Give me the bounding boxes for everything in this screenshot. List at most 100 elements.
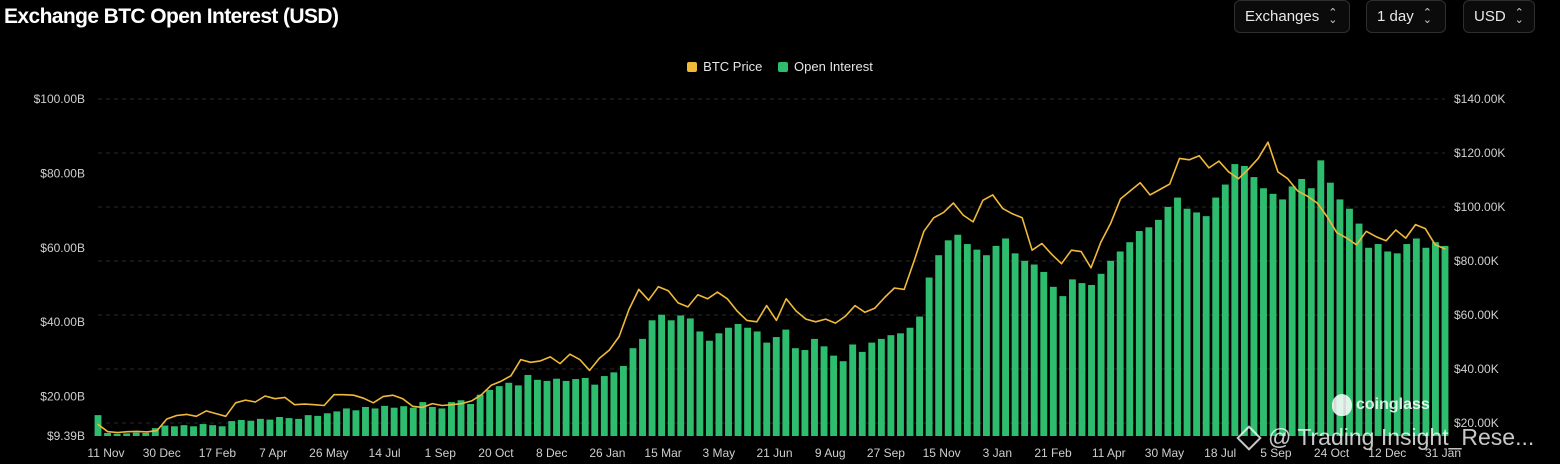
oi-bar <box>1193 212 1201 436</box>
currency-select[interactable]: USD ⌃ ⌄ <box>1463 0 1535 33</box>
x-axis: 11 Nov 30 Dec 17 Feb 7 Apr 26 May 14 Jul 1 Sep… <box>87 446 1461 460</box>
btc-price-point <box>480 394 483 396</box>
oi-bar <box>1183 208 1191 436</box>
oi-bar <box>839 361 847 436</box>
oi-bar <box>151 428 159 436</box>
oi-bar <box>113 433 121 436</box>
btc-price-point <box>1306 195 1308 197</box>
btc-price-point <box>313 404 315 406</box>
btc-price-point <box>657 286 660 288</box>
oi-bar <box>801 350 809 436</box>
oi-bar <box>553 378 560 436</box>
btc-price-point <box>1355 244 1358 246</box>
interval-select[interactable]: 1 day ⌃ ⌄ <box>1366 0 1446 33</box>
btc-price-point <box>1178 157 1181 160</box>
oi-bar <box>963 244 971 436</box>
btc-price-point <box>1257 157 1259 160</box>
coinglass-watermark: coinglass <box>1332 394 1430 416</box>
oi-bar <box>992 245 1000 436</box>
oi-bar <box>1298 178 1306 437</box>
btc-price-point <box>343 394 345 396</box>
btc-price-point <box>156 429 158 432</box>
btc-price-point <box>1149 194 1151 196</box>
oi-bar <box>935 255 943 436</box>
x-axis-tick-label: 8 Dec <box>536 446 567 460</box>
btc-price-point <box>1277 171 1279 173</box>
oi-bar <box>705 340 713 436</box>
oi-bar <box>132 432 140 436</box>
oi-bar <box>1231 164 1239 436</box>
btc-price-point <box>146 431 148 433</box>
right-axis-tick-label: $100.00K <box>1454 200 1505 214</box>
oi-bar <box>696 331 704 436</box>
btc-price-point <box>1070 249 1072 251</box>
btc-price-point <box>126 431 129 433</box>
exchanges-select[interactable]: Exchanges ⌃ ⌄ <box>1234 0 1350 33</box>
oi-bar <box>514 385 522 436</box>
btc-price-point <box>1080 250 1082 253</box>
diamond-icon <box>1236 424 1262 451</box>
btc-price-point <box>1395 229 1397 231</box>
oi-bar <box>1040 271 1048 436</box>
overlay-watermark: @ Trading Insight_Rese... <box>1236 424 1535 451</box>
oi-bar <box>1221 184 1229 436</box>
oi-bar <box>1145 227 1153 436</box>
oi-bar <box>237 419 245 436</box>
oi-bar <box>180 425 188 436</box>
x-axis-tick-label: 31 Jan <box>1425 446 1461 460</box>
btc-price-point <box>441 404 443 407</box>
oi-bar <box>1441 245 1449 436</box>
oi-bar <box>1202 216 1210 436</box>
legend-item-btc-price[interactable]: BTC Price <box>687 59 762 74</box>
oi-bar <box>1279 199 1287 436</box>
chevron-updown-icon: ⌃ ⌄ <box>1514 6 1524 26</box>
btc-price-point <box>933 217 935 219</box>
x-axis-tick-label: 17 Feb <box>199 446 237 460</box>
oi-bar <box>1212 197 1220 436</box>
oi-bar <box>591 384 599 436</box>
btc-price-point <box>1316 202 1318 204</box>
oi-bar <box>1250 177 1258 437</box>
legend-item-open-interest[interactable]: Open Interest <box>778 59 873 74</box>
oi-bar <box>1288 186 1296 436</box>
btc-price-point <box>372 402 374 404</box>
btc-price-point <box>903 288 905 290</box>
oi-bar <box>505 382 513 436</box>
btc-price-point <box>628 309 630 311</box>
oi-bar <box>1403 244 1411 436</box>
oi-bar <box>1126 242 1134 436</box>
x-axis-tick-label: 3 Jan <box>983 446 1012 460</box>
left-axis-tick-label: $100.00B <box>34 92 85 106</box>
oi-bar <box>419 402 427 436</box>
btc-price-point <box>117 431 119 434</box>
oi-bar <box>581 377 589 436</box>
btc-price-point <box>1218 160 1220 162</box>
btc-price-point <box>1208 167 1210 169</box>
oi-bar <box>868 342 876 436</box>
oi-bar <box>667 320 675 436</box>
btc-price-point <box>1060 263 1063 265</box>
right-axis-tick-label: $20.00K <box>1454 416 1499 430</box>
btc-price-point <box>559 363 561 365</box>
btc-price-point <box>1119 198 1122 200</box>
right-axis-tick-label: $120.00K <box>1454 146 1505 160</box>
overlay-watermark-text: @ Trading Insight_Rese... <box>1268 424 1535 450</box>
btc-price-point <box>1296 190 1299 192</box>
oi-bar <box>1068 279 1076 436</box>
btc-price-point <box>716 291 719 293</box>
oi-bar <box>1116 251 1124 436</box>
btc-price-point <box>746 319 748 322</box>
oi-bar <box>916 316 924 436</box>
btc-price-point <box>1001 207 1004 209</box>
oi-bar <box>295 418 303 436</box>
oi-bar <box>342 408 350 436</box>
oi-bar <box>467 403 475 436</box>
x-axis-tick-label: 12 Dec <box>1368 446 1406 460</box>
btc-price-point <box>962 214 964 216</box>
oi-bar <box>1021 260 1029 436</box>
x-axis-tick-label: 26 Jan <box>589 446 625 460</box>
btc-price-point <box>1385 240 1387 242</box>
btc-price-point <box>274 398 276 400</box>
btc-price-point <box>706 298 709 300</box>
btc-price-point <box>235 402 237 404</box>
